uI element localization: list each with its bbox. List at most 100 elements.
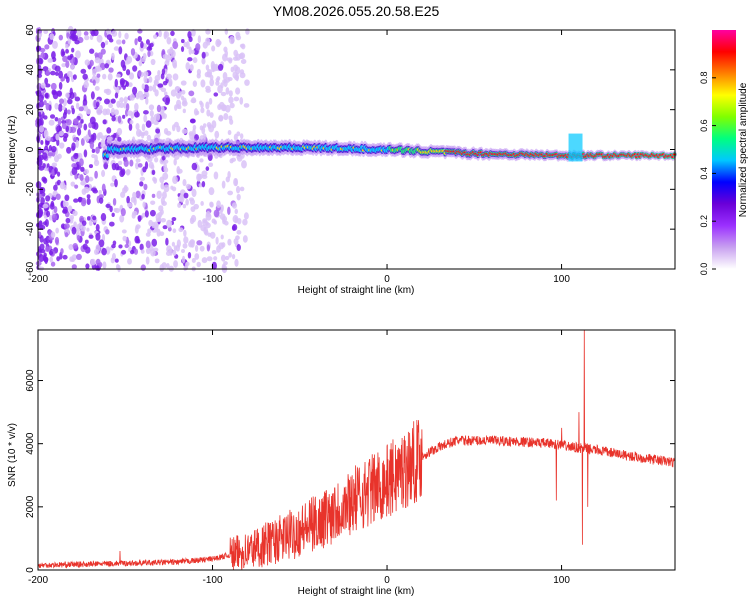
noise-dot — [189, 239, 196, 245]
noise-dot — [191, 162, 198, 171]
noise-dot — [235, 185, 241, 194]
noise-dot — [40, 197, 45, 205]
noise-dot — [236, 217, 242, 225]
noise-dot — [47, 58, 53, 63]
noise-dot — [232, 56, 239, 61]
noise-dot — [159, 176, 165, 184]
noise-dot — [50, 82, 57, 91]
noise-dot — [178, 91, 182, 97]
noise-dot — [71, 264, 77, 270]
noise-dot — [69, 35, 74, 40]
noise-dot — [124, 32, 129, 40]
y-tick-label: 2000 — [25, 495, 36, 518]
noise-dot — [132, 86, 138, 95]
noise-dot — [160, 182, 165, 190]
noise-dot — [113, 132, 117, 138]
noise-dot — [227, 190, 234, 196]
noise-dot — [96, 67, 103, 72]
noise-dot — [209, 78, 215, 87]
noise-dot — [104, 63, 110, 69]
noise-dot — [88, 220, 93, 226]
noise-dot — [53, 206, 58, 214]
noise-dot — [92, 189, 99, 194]
noise-dot — [201, 57, 206, 65]
noise-dot — [139, 243, 144, 251]
noise-dot — [65, 44, 69, 49]
noise-dot — [238, 53, 244, 60]
noise-dot — [67, 205, 73, 212]
noise-dot — [95, 232, 101, 241]
noise-dot — [148, 76, 153, 83]
noise-dot — [143, 110, 149, 115]
noise-dot — [78, 106, 84, 112]
noise-dot — [121, 39, 126, 45]
noise-dot — [71, 142, 76, 151]
x-tick-label: -200 — [28, 575, 48, 586]
noise-dot — [58, 98, 65, 104]
noise-dot — [42, 163, 46, 169]
noise-dot — [66, 146, 72, 154]
noise-dot — [167, 226, 172, 232]
noise-dot — [120, 191, 126, 198]
noise-dot — [106, 34, 113, 41]
noise-dot — [201, 170, 208, 177]
noise-dot — [98, 197, 104, 204]
noise-dot — [163, 31, 168, 40]
noise-dot — [196, 68, 201, 76]
noise-dot — [221, 242, 226, 248]
noise-dot — [144, 91, 150, 98]
noise-dot — [236, 230, 242, 235]
noise-dot — [111, 252, 116, 261]
noise-dot — [94, 248, 99, 255]
noise-dot — [234, 208, 238, 215]
noise-dot — [155, 217, 162, 222]
noise-dot — [98, 189, 102, 195]
noise-dot — [86, 216, 91, 221]
noise-dot — [188, 90, 195, 97]
noise-dot — [220, 91, 227, 97]
noise-dot — [211, 218, 216, 224]
noise-dot — [148, 85, 153, 92]
noise-dot — [190, 206, 196, 212]
noise-dot — [56, 153, 62, 160]
noise-dot — [123, 159, 129, 167]
noise-dot — [139, 181, 144, 187]
noise-dot — [130, 249, 135, 255]
noise-dot — [38, 57, 43, 64]
noise-dot — [173, 245, 178, 251]
noise-dot — [104, 40, 109, 45]
noise-dot — [201, 257, 208, 264]
noise-dot — [44, 145, 49, 152]
noise-dot — [117, 115, 122, 124]
noise-dot — [233, 96, 240, 102]
noise-dot — [140, 41, 144, 49]
spectrogram-y-label: Frequency (Hz) — [7, 116, 18, 185]
noise-dot — [54, 102, 59, 110]
noise-dot — [177, 196, 183, 202]
snr-series-line — [37, 329, 676, 570]
noise-dot — [37, 231, 42, 238]
noise-dot — [214, 130, 220, 139]
noise-dot — [174, 104, 178, 111]
noise-dot — [166, 245, 172, 253]
noise-dot — [197, 219, 203, 228]
noise-dot — [152, 84, 157, 93]
noise-dot — [48, 119, 55, 126]
noise-dot — [201, 51, 206, 59]
snr-x-label: Height of straight line (km) — [298, 586, 415, 597]
noise-dot — [180, 80, 187, 86]
colorbar-label: Normalized spectral amplitude — [738, 82, 749, 217]
noise-dot — [145, 97, 149, 105]
noise-dot — [62, 111, 67, 119]
noise-dot — [128, 82, 133, 88]
noise-dot — [40, 139, 44, 145]
y-tick-label: 40 — [25, 64, 36, 76]
noise-dot — [102, 73, 107, 80]
noise-dot — [178, 227, 184, 233]
noise-dot — [134, 225, 139, 234]
noise-dot — [177, 202, 182, 208]
noise-dot — [90, 258, 96, 266]
noise-dot — [90, 91, 95, 100]
noise-dot — [109, 205, 113, 213]
noise-dot — [242, 218, 248, 226]
